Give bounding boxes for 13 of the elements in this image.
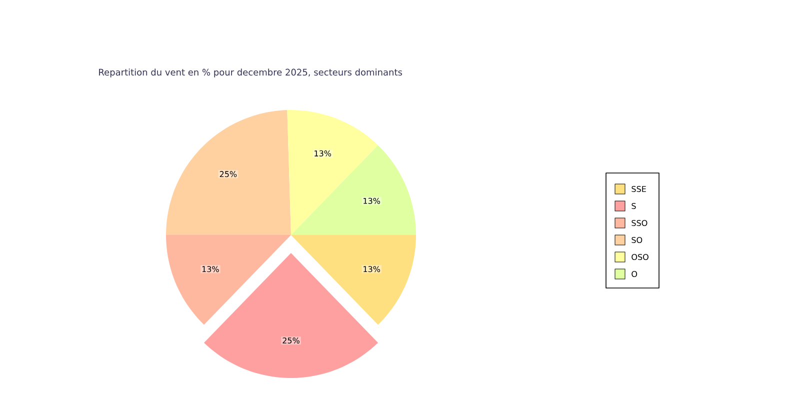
legend-label: SSO: [632, 220, 648, 226]
data-label: 13%: [314, 150, 332, 156]
data-label: 25%: [282, 337, 300, 344]
data-label: 13%: [364, 266, 380, 272]
legend-label: SO: [632, 236, 642, 244]
legend-label: SSE: [632, 186, 646, 192]
legend-label: OSO: [632, 254, 648, 260]
chart-title: Repartition du vent en % pour decembre 2025, secteurs dominants: [99, 68, 402, 78]
legend-label: S: [632, 202, 636, 210]
legend-label: O: [632, 270, 638, 278]
data-label: 25%: [220, 171, 237, 178]
data-label: 13%: [202, 266, 219, 272]
data-label: 13%: [364, 198, 380, 204]
